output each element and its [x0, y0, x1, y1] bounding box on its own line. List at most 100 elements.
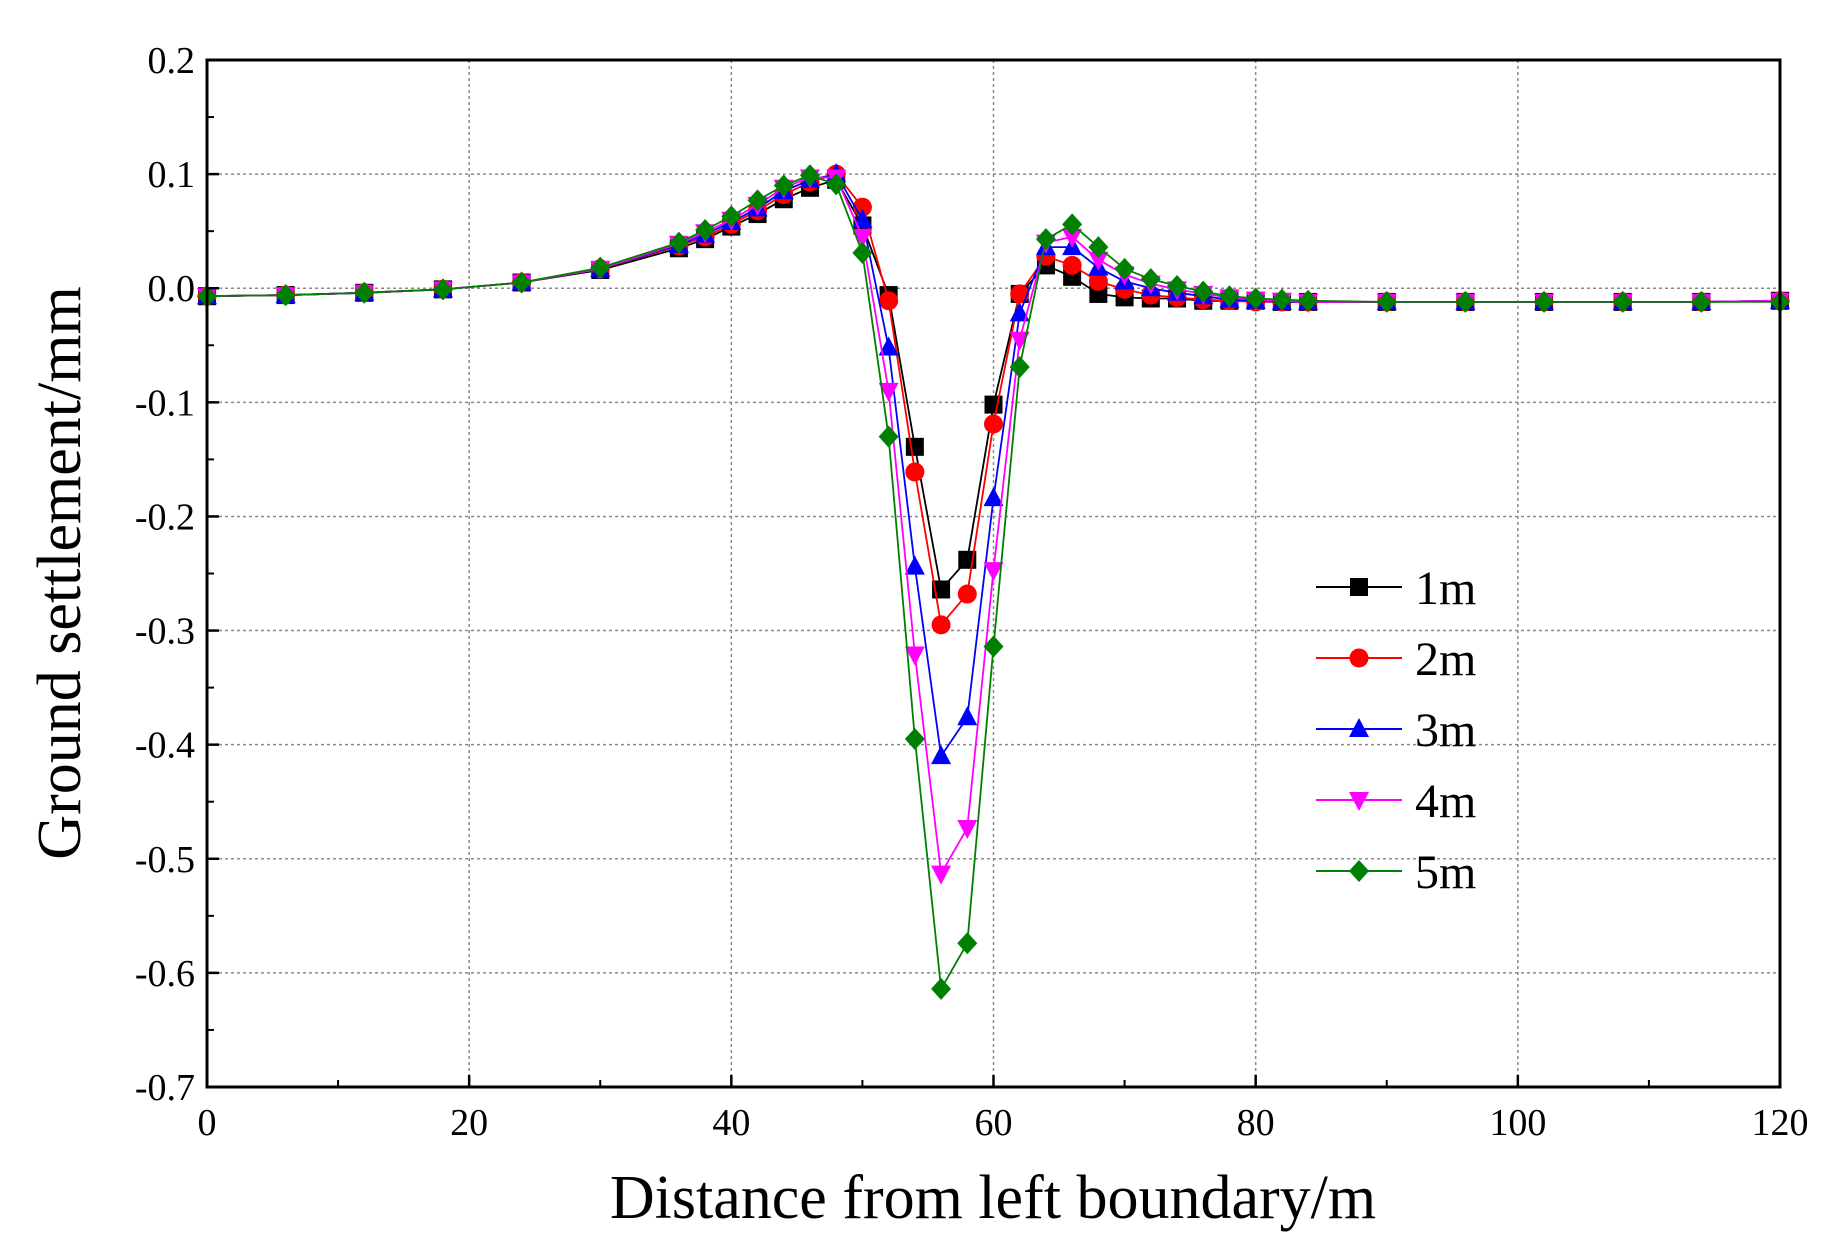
- legend-item-3m: 3m: [1316, 704, 1476, 757]
- legend-item-1m: 1m: [1316, 562, 1476, 615]
- x-tick-label: 20: [450, 1102, 488, 1144]
- data-point-2m: [1062, 255, 1082, 275]
- data-point-5m: [695, 219, 716, 242]
- data-point-2m: [957, 584, 977, 604]
- data-point-5m: [354, 281, 375, 304]
- data-point-5m: [1298, 289, 1319, 312]
- y-tick-label: 0.2: [148, 40, 196, 82]
- data-point-5m: [432, 278, 453, 301]
- data-point-5m: [1245, 287, 1266, 310]
- legend-item-2m: 2m: [1316, 633, 1476, 686]
- y-tick-label: -0.4: [135, 725, 195, 767]
- data-point-4m: [983, 562, 1004, 582]
- data-point-5m: [1035, 228, 1056, 251]
- data-point-5m: [1193, 280, 1214, 303]
- data-point-5m: [1167, 274, 1188, 297]
- legend-marker: [1349, 860, 1369, 882]
- y-tick-label: -0.5: [135, 839, 195, 881]
- y-axis-title: Ground settlement/mm: [26, 286, 94, 859]
- data-point-1m: [984, 395, 1003, 414]
- data-point-3m: [904, 555, 925, 575]
- x-tick-label: 60: [975, 1102, 1013, 1144]
- data-point-5m: [721, 205, 742, 228]
- legend-marker: [1350, 578, 1368, 596]
- data-point-4m: [957, 819, 978, 839]
- data-point-5m: [1376, 290, 1397, 313]
- data-point-5m: [1088, 236, 1109, 259]
- data-point-5m: [983, 635, 1004, 658]
- y-tick-label: -0.3: [135, 611, 195, 653]
- data-point-5m: [799, 164, 820, 187]
- legend-marker: [1349, 792, 1369, 811]
- data-point-4m: [1009, 331, 1030, 351]
- data-point-5m: [931, 977, 952, 1000]
- legend-label: 4m: [1415, 775, 1476, 828]
- y-tick-label: -0.1: [135, 382, 195, 424]
- data-point-4m: [852, 228, 873, 248]
- data-point-2m: [1088, 271, 1108, 291]
- data-point-5m: [904, 727, 925, 750]
- series-5m: [197, 164, 1790, 1000]
- legend-marker: [1349, 648, 1369, 668]
- gridlines: [207, 60, 1780, 1087]
- data-point-5m: [957, 932, 978, 955]
- data-point-3m: [852, 208, 873, 228]
- data-point-2m: [905, 462, 925, 482]
- data-point-5m: [1612, 290, 1633, 313]
- data-point-5m: [1219, 285, 1240, 308]
- data-point-2m: [1010, 284, 1030, 304]
- y-tick-label: -0.2: [135, 496, 195, 538]
- data-point-5m: [668, 231, 689, 254]
- legend-label: 2m: [1415, 633, 1476, 686]
- x-tick-label: 40: [712, 1102, 750, 1144]
- data-point-1m: [905, 437, 924, 456]
- y-tick-label: -0.7: [135, 1067, 195, 1109]
- data-point-5m: [1534, 290, 1555, 313]
- data-point-2m: [931, 615, 951, 635]
- x-tick-label: 0: [198, 1102, 217, 1144]
- data-point-3m: [878, 336, 899, 356]
- legend-marker: [1349, 718, 1369, 737]
- data-point-5m: [1455, 290, 1476, 313]
- data-point-5m: [773, 174, 794, 197]
- legend-item-5m: 5m: [1316, 846, 1476, 899]
- data-point-2m: [984, 414, 1003, 434]
- axis-ticks: [205, 58, 1782, 1089]
- x-tick-label: 100: [1489, 1102, 1546, 1144]
- y-tick-label: 0.1: [148, 154, 196, 196]
- data-point-5m: [826, 173, 847, 196]
- legend-label: 1m: [1415, 562, 1476, 615]
- data-point-4m: [931, 865, 952, 885]
- data-point-5m: [1009, 355, 1030, 378]
- data-point-2m: [879, 291, 899, 311]
- data-point-4m: [878, 382, 899, 402]
- legend-label: 3m: [1415, 704, 1476, 757]
- legend-label: 5m: [1415, 846, 1476, 899]
- data-point-5m: [747, 189, 768, 212]
- data-point-5m: [590, 256, 611, 279]
- legend: 1m 2m 3m 4m 5m: [1316, 562, 1476, 899]
- data-point-5m: [1140, 268, 1161, 291]
- data-point-4m: [1062, 228, 1083, 248]
- data-point-4m: [1088, 251, 1109, 271]
- data-point-5m: [1062, 213, 1083, 236]
- series-group: [197, 163, 1790, 1000]
- data-point-5m: [1114, 257, 1135, 280]
- data-point-3m: [1009, 302, 1030, 322]
- x-tick-label: 120: [1752, 1102, 1809, 1144]
- y-tick-label: 0.0: [148, 268, 196, 310]
- data-point-5m: [275, 284, 296, 307]
- tick-labels: 0 20 40 60 80 100 120 0.2 0.1 0.0 -0.1 -0.2 -0.3 -0.4…: [135, 40, 1809, 1144]
- data-point-4m: [904, 646, 925, 666]
- data-point-5m: [1271, 288, 1292, 311]
- data-point-3m: [957, 706, 978, 726]
- legend-item-4m: 4m: [1316, 775, 1476, 828]
- data-point-5m: [1691, 290, 1712, 313]
- x-axis-title: Distance from left boundary/m: [610, 1164, 1376, 1232]
- x-tick-label: 80: [1237, 1102, 1275, 1144]
- data-point-3m: [931, 745, 952, 765]
- data-point-5m: [878, 425, 899, 448]
- data-point-3m: [983, 487, 1004, 507]
